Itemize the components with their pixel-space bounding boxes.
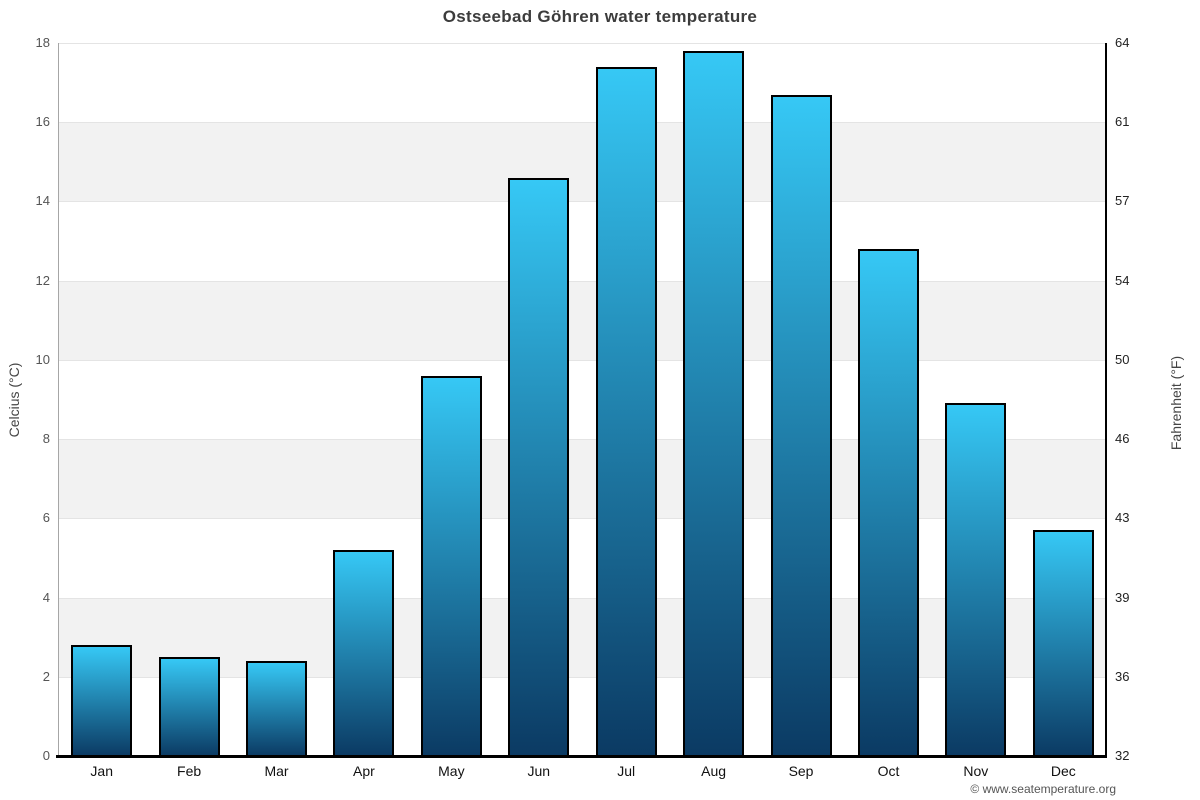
x-tick-apr: Apr: [353, 763, 375, 779]
y-tick-celsius: 14: [35, 193, 50, 209]
plot-band: [58, 280, 1107, 360]
bar-apr: [333, 550, 395, 756]
y-tick-fahrenheit: 64: [1115, 35, 1130, 50]
bar-feb: [158, 656, 220, 756]
x-tick-may: May: [438, 763, 465, 779]
y-tick-celsius: 6: [42, 510, 50, 526]
plot-band: [58, 43, 1107, 123]
y-tick-fahrenheit: 46: [1115, 431, 1130, 447]
bar-oct: [857, 248, 919, 756]
plot-band: [58, 676, 1107, 756]
x-tick-aug: Aug: [701, 763, 727, 779]
y-axis-line-left: [58, 43, 59, 756]
bar-jun: [508, 177, 570, 756]
y-tick-celsius: 2: [42, 668, 50, 684]
plot-band: [58, 122, 1107, 202]
x-tick-oct: Oct: [877, 763, 900, 779]
x-tick-sep: Sep: [788, 763, 814, 779]
y-tick-fahrenheit: 39: [1115, 589, 1130, 605]
y-tick-celsius: 18: [35, 35, 50, 50]
bar-jan: [71, 645, 133, 756]
x-tick-nov: Nov: [963, 763, 989, 779]
y-tick-fahrenheit: 32: [1115, 748, 1130, 763]
y-tick-fahrenheit: 43: [1115, 510, 1130, 526]
y-tick-celsius: 0: [42, 748, 50, 763]
x-tick-mar: Mar: [264, 763, 289, 779]
x-tick-jun: Jun: [527, 763, 551, 779]
plot-band: [58, 518, 1107, 598]
y-tick-celsius: 10: [35, 351, 50, 367]
y-tick-fahrenheit: 50: [1115, 351, 1130, 367]
x-tick-jul: Jul: [617, 763, 636, 779]
y-axis-title-fahrenheit: Fahrenheit (°F): [1168, 355, 1184, 451]
plot-band: [58, 359, 1107, 440]
plot-band: [58, 439, 1107, 519]
bar-dec: [1032, 530, 1094, 756]
y-tick-fahrenheit: 54: [1115, 272, 1130, 288]
x-tick-feb: Feb: [177, 763, 202, 779]
y-axis-ticks-celsius: 0 2 4 6 8 10 12 14 16 18: [0, 35, 50, 763]
bar-may: [420, 375, 482, 756]
bar-mar: [246, 660, 308, 756]
bar-jul: [595, 66, 657, 756]
x-tick-jan: Jan: [90, 763, 113, 779]
y-tick-celsius: 16: [35, 114, 50, 130]
chart-title: Ostseebad Göhren water temperature: [442, 7, 758, 26]
plot-band: [58, 597, 1107, 677]
plot-band: [58, 201, 1107, 281]
y-tick-celsius: 4: [42, 589, 50, 605]
y-tick-fahrenheit: 57: [1115, 193, 1130, 209]
copyright-credit: © www.seatemperature.org: [970, 782, 1116, 796]
y-tick-fahrenheit: 61: [1115, 114, 1130, 130]
y-axis-title-celsius: Celcius (°C): [6, 362, 22, 438]
y-tick-celsius: 8: [42, 431, 50, 447]
bar-nov: [945, 403, 1007, 756]
bar-sep: [770, 94, 832, 756]
y-axis-line-right: [1105, 43, 1107, 756]
x-axis-labels: Jan Feb Mar Apr May Jun Jul Aug Sep Oct Nov Dec: [58, 763, 1107, 785]
y-axis-ticks-fahrenheit: 32 36 39 43 46 50 54 57 61 64: [1115, 35, 1185, 763]
x-axis-line: [56, 755, 1107, 758]
y-tick-fahrenheit: 36: [1115, 668, 1130, 684]
bar-aug: [683, 50, 745, 756]
y-tick-celsius: 12: [35, 272, 50, 288]
x-tick-dec: Dec: [1050, 763, 1076, 779]
plot-area: [56, 43, 1107, 758]
